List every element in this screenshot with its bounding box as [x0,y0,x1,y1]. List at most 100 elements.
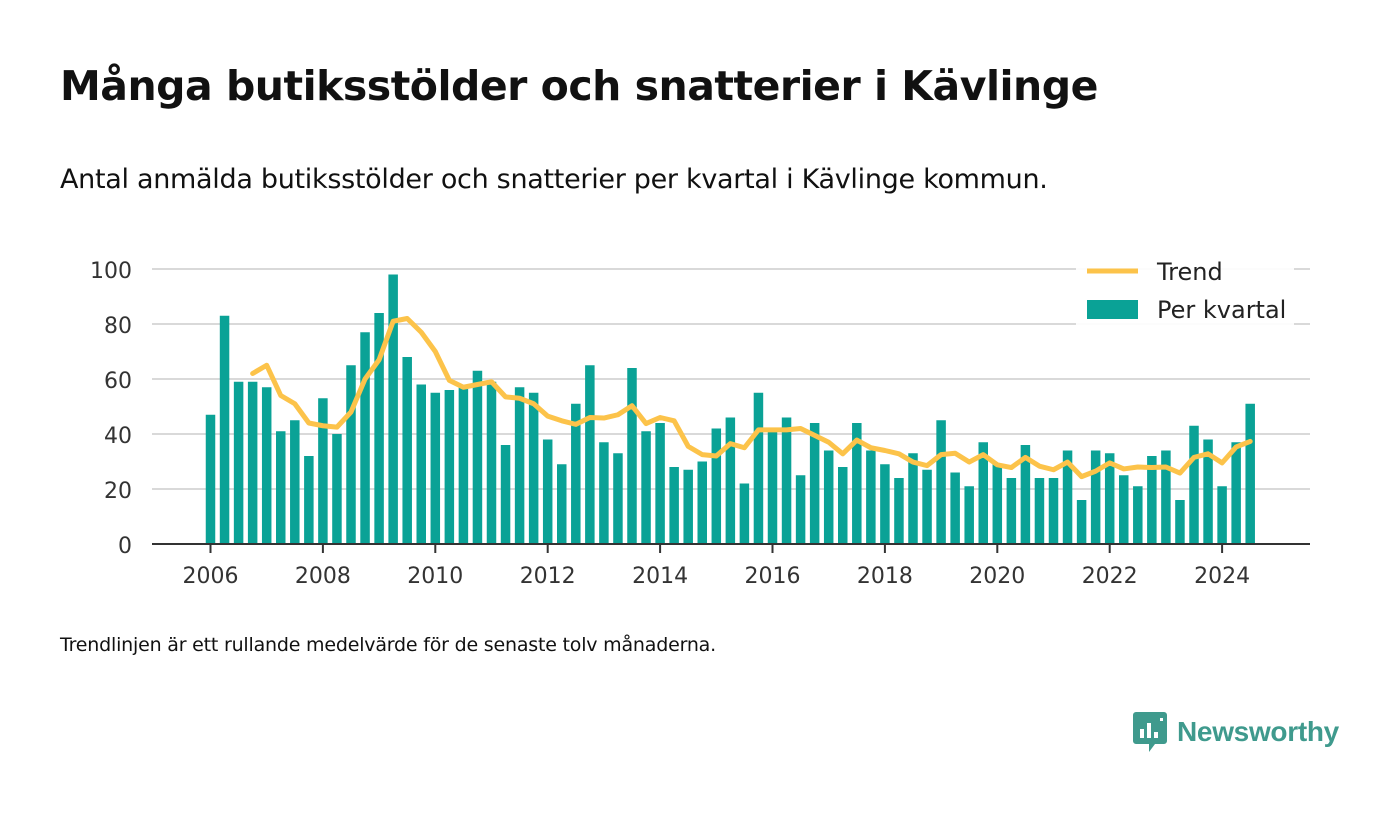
x-tick-label: 2010 [407,564,463,589]
bar [1006,478,1017,544]
legend-bar-label: Per kvartal [1157,296,1286,324]
bar [1245,403,1255,544]
y-tick-label: 60 [104,369,132,394]
y-tick-label: 100 [90,259,132,284]
x-tick-label: 2022 [1082,564,1138,589]
y-tick-label: 40 [104,424,132,449]
bar [936,420,946,544]
bar [683,469,693,544]
bar [528,392,539,544]
newsworthy-logo[interactable]: Newsworthy [1133,712,1339,752]
bar [1119,475,1129,544]
bar [809,423,820,544]
bar [599,442,609,544]
x-tick-label: 2006 [183,564,239,589]
bar [219,315,230,544]
bar [1048,478,1059,544]
bar [585,365,595,544]
trend-line [250,316,1253,480]
bar [444,390,455,544]
bar [430,392,441,544]
bar [1203,439,1213,544]
bar [360,332,370,544]
bar [1189,425,1199,544]
bar [388,274,398,544]
x-tick-label: 2020 [969,564,1025,589]
bar [1147,456,1157,544]
bar [486,381,497,544]
bar [374,313,384,544]
bar [542,439,553,544]
bar [1090,450,1101,544]
bar [838,467,848,544]
bar [247,381,258,544]
bar [304,456,314,544]
bar [332,434,342,544]
bar [753,392,764,544]
bar [402,357,412,544]
bar [795,475,806,544]
bar [767,431,778,544]
bar [276,431,286,544]
bar [318,398,328,544]
y-tick-label: 20 [104,479,132,504]
bar [964,486,974,544]
chart-title: Många butiksstölder och snatterier i Käv… [60,62,1098,110]
bar [922,469,932,544]
bar [739,483,750,544]
bar [1020,445,1031,544]
bar [852,423,862,544]
bar [416,384,426,544]
legend-trend-label: Trend [1156,258,1223,286]
bar [1175,500,1185,544]
bar [613,453,623,544]
bar [992,464,1003,544]
y-tick-label: 0 [118,534,132,559]
x-tick-label: 2016 [745,564,801,589]
bar [233,381,244,544]
bar [908,453,918,544]
x-tick-label: 2014 [632,564,688,589]
bar [641,431,651,544]
bar [725,417,736,544]
bar [950,472,960,544]
bar [1104,453,1115,544]
bar [711,428,722,544]
bar [978,442,988,544]
bar [261,387,272,544]
bar [880,464,890,544]
bar [557,464,567,544]
bar [1133,486,1143,544]
x-tick-label: 2024 [1194,564,1250,589]
bar [669,467,679,544]
bar-series [205,274,1255,544]
x-axis-ticks: 2006 2008 2010 2012 2014 2016 2018 2020 2022 2024 [183,544,1250,589]
bar [290,420,300,544]
bar [894,478,904,544]
bar [458,387,469,544]
bar [781,417,792,544]
bar [655,423,665,544]
bar [1231,442,1241,544]
bar [1217,486,1227,544]
y-axis-ticks: 0 20 40 60 80 100 [90,259,132,559]
newsworthy-logo-icon [1133,712,1167,752]
bar [205,414,216,544]
bar [1161,450,1171,544]
bar [866,450,876,544]
logo-text: Newsworthy [1177,716,1339,747]
bar [697,461,707,544]
bar [571,403,581,544]
x-tick-label: 2018 [857,564,913,589]
bar [1034,478,1045,544]
legend-bar-swatch [1087,300,1138,319]
bar [472,370,483,544]
x-tick-label: 2008 [295,564,351,589]
chart-subtitle: Antal anmälda butiksstölder och snatteri… [60,164,1048,195]
x-tick-label: 2012 [520,564,576,589]
legend: Trend Per kvartal [1076,257,1294,327]
y-tick-label: 80 [104,314,132,339]
bar [627,368,637,544]
footnote: Trendlinjen är ett rullande medelvärde f… [60,634,716,656]
